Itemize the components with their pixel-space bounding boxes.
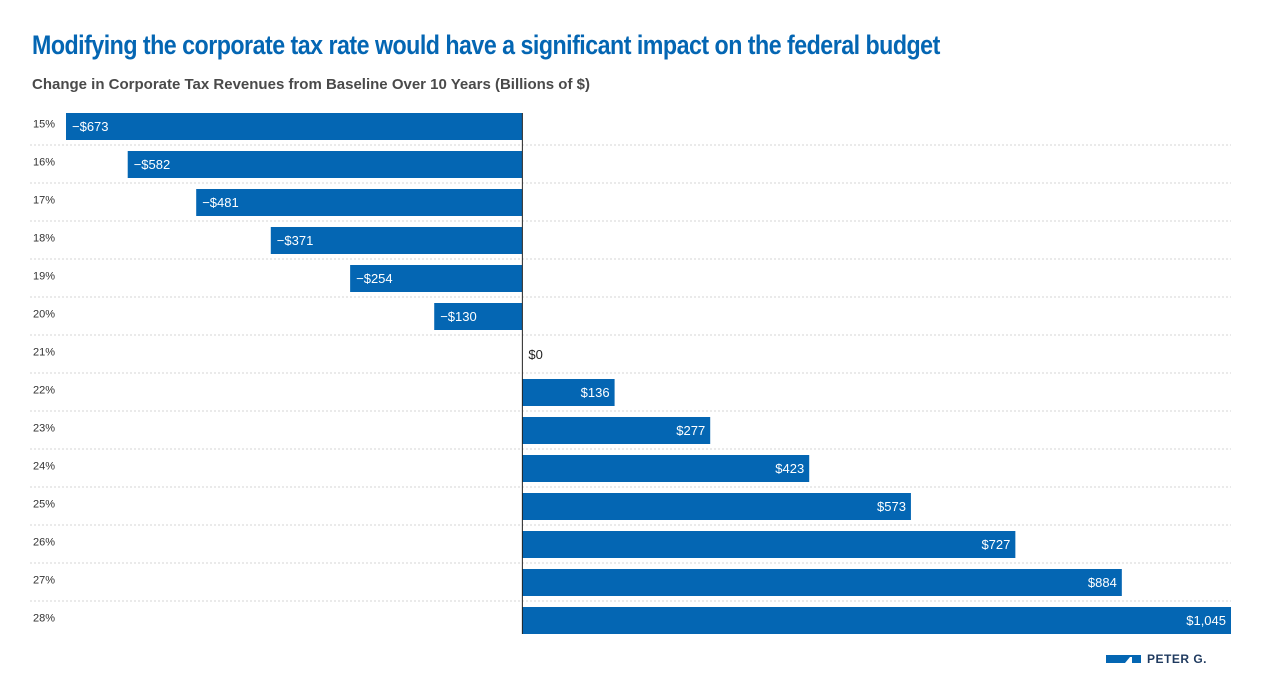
data-label: $573 — [877, 499, 906, 514]
category-label: 24% — [33, 460, 55, 472]
bar — [522, 417, 711, 444]
data-label: $136 — [581, 385, 610, 400]
category-label: 23% — [33, 422, 55, 434]
bar — [522, 569, 1122, 596]
category-label: 26% — [33, 536, 55, 548]
data-label: −$582 — [134, 157, 171, 172]
logo-text: PETER G. — [1147, 652, 1208, 666]
chart-subtitle: Change in Corporate Tax Revenues from Ba… — [32, 76, 590, 93]
category-label: 25% — [33, 498, 55, 510]
bar — [350, 265, 523, 292]
data-label: −$130 — [440, 309, 477, 324]
bar — [270, 227, 523, 254]
bar — [522, 493, 911, 520]
bar — [522, 455, 810, 482]
data-label: −$673 — [72, 119, 109, 134]
data-label: −$481 — [202, 195, 239, 210]
category-label: 27% — [33, 574, 55, 586]
data-label: $0 — [528, 347, 542, 362]
data-label: $884 — [1088, 575, 1117, 590]
category-label: 16% — [33, 156, 55, 168]
category-label: 17% — [33, 194, 55, 206]
category-label: 22% — [33, 384, 55, 396]
category-label: 28% — [33, 612, 55, 624]
category-label: 15% — [33, 118, 55, 130]
bar — [522, 607, 1231, 634]
chart-title: Modifying the corporate tax rate would h… — [32, 30, 940, 60]
data-label: $1,045 — [1186, 613, 1226, 628]
data-label: $277 — [676, 423, 705, 438]
bar — [522, 379, 615, 406]
category-label: 20% — [33, 308, 55, 320]
peterson-foundation-logo-icon — [1106, 655, 1141, 663]
bar — [522, 531, 1016, 558]
logo: PETER G. — [1106, 652, 1216, 666]
bar — [66, 113, 523, 140]
category-label: 19% — [33, 270, 55, 282]
bar — [434, 303, 523, 330]
bar — [127, 151, 523, 178]
bar — [196, 189, 523, 216]
data-label: $423 — [775, 461, 804, 476]
category-label: 18% — [33, 232, 55, 244]
data-label: −$254 — [356, 271, 393, 286]
data-label: $727 — [981, 537, 1010, 552]
category-label: 21% — [33, 346, 55, 358]
data-label: −$371 — [277, 233, 314, 248]
